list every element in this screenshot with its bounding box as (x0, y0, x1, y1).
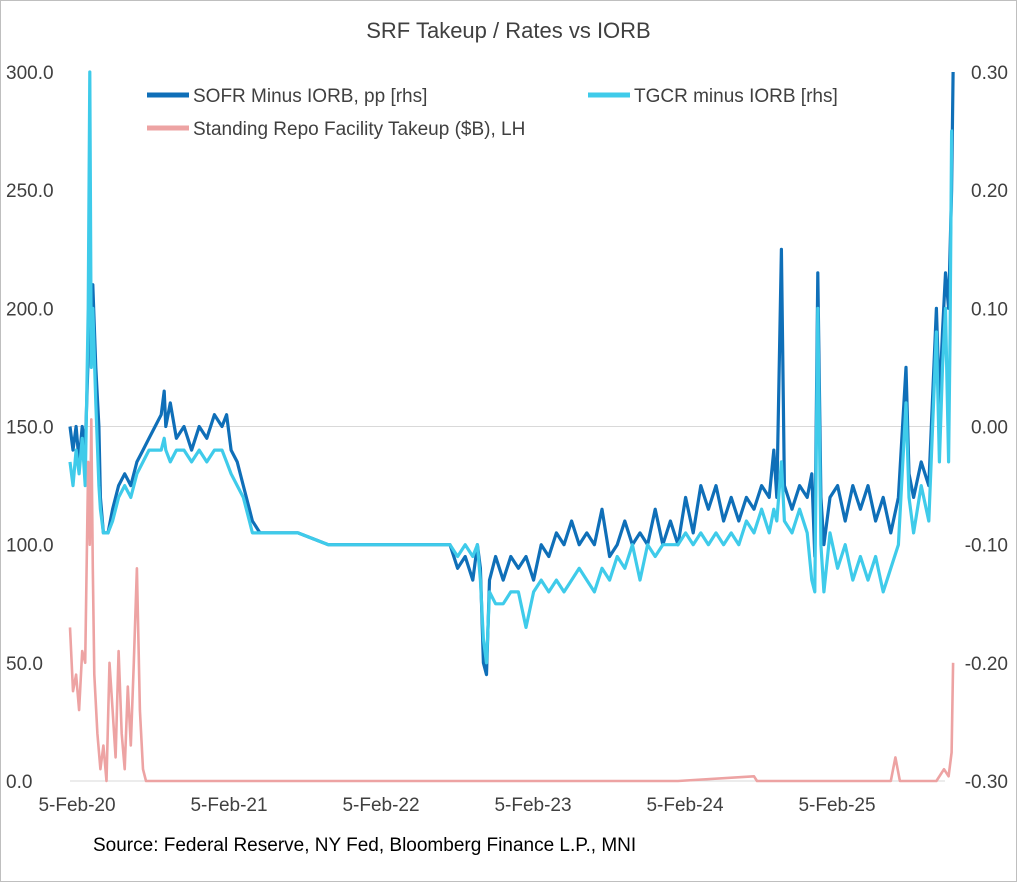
grid-layer (70, 426, 945, 782)
y-left-tick-label: 50.0 (6, 654, 43, 675)
tgcr-series-line (68, 70, 954, 665)
y-right-tick-label: -0.20 (965, 654, 1008, 675)
x-tick-label: 5-Feb-23 (494, 795, 571, 816)
y-left-tick-label: 250.0 (6, 181, 54, 202)
legend-srf-label: Standing Repo Facility Takeup ($B), LH (193, 119, 525, 140)
legend-tgcr-label: TGCR minus IORB [rhs] (634, 86, 838, 107)
x-tick-label: 5-Feb-24 (646, 795, 724, 816)
y-right-tick-label: 0.00 (971, 418, 1008, 439)
y-left-tick-label: 100.0 (6, 536, 54, 557)
y-left-tick-label: 150.0 (6, 418, 54, 439)
y-left-tick-label: 0.0 (6, 772, 32, 793)
y-right-tick-label: 0.20 (971, 181, 1008, 202)
source-note: Source: Federal Reserve, NY Fed, Bloombe… (93, 835, 637, 856)
sofr-series-line (68, 71, 955, 677)
y-right-tick-label: 0.10 (971, 299, 1008, 320)
legend: SOFR Minus IORB, pp [rhs] TGCR minus IORB… (147, 86, 838, 140)
series-layer (68, 70, 955, 783)
legend-sofr-label: SOFR Minus IORB, pp [rhs] (193, 86, 427, 107)
x-tick-label: 5-Feb-25 (798, 795, 875, 816)
x-tick-label: 5-Feb-22 (342, 795, 419, 816)
x-tick-label: 5-Feb-21 (190, 795, 267, 816)
chart-title: SRF Takeup / Rates vs IORB (366, 18, 651, 43)
x-tick-label: 5-Feb-20 (38, 795, 115, 816)
axis-layer: 0.0 50.0 100.0 150.0 200.0 250.0 300.0 -0.30 -0.… (6, 63, 1008, 816)
y-left-tick-label: 200.0 (6, 299, 54, 320)
srf-series-line (68, 418, 955, 783)
y-right-tick-label: -0.10 (965, 536, 1008, 557)
y-right-tick-label: -0.30 (965, 772, 1008, 793)
y-right-tick-label: 0.30 (971, 63, 1008, 84)
y-left-tick-label: 300.0 (6, 63, 54, 84)
